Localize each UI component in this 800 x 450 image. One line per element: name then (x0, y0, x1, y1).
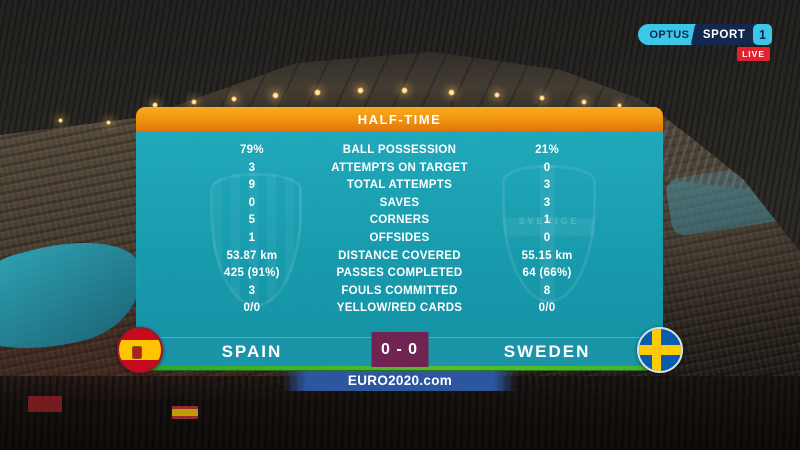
live-badge: LIVE (737, 47, 770, 61)
stat-row-fouls-committed: 3 FOULS COMMITTED 8 (136, 285, 663, 303)
stat-row-attempts-on-target: 3 ATTEMPTS ON TARGET 0 (136, 162, 663, 180)
halftime-stats-panel: HALF-TIME SVERIGE 79% BALL POSSESSION 21… (136, 107, 663, 367)
stadium-light (106, 120, 111, 125)
stat-away-value: 1 (543, 214, 551, 227)
stat-row-corners: 5 CORNERS 1 (136, 214, 663, 232)
stadium-light (494, 92, 500, 98)
channel-number-badge: 1 (753, 24, 772, 45)
optus-sport-logo: OPTUS SPORT 1 (638, 24, 772, 45)
away-team-name: SWEDEN (503, 342, 591, 361)
stat-row-yellow-red-cards: 0/0 YELLOW/RED CARDS 0/0 (136, 302, 663, 320)
stat-away-value: 0 (543, 231, 551, 244)
stat-away-value: 3 (543, 179, 551, 192)
stat-away-value: 21% (535, 144, 560, 156)
sponsor-led-board: EURO2020.com (283, 370, 517, 391)
team-score-bar: SPAIN 0 - 0 SWEDEN (136, 332, 663, 367)
stats-body: SVERIGE 79% BALL POSSESSION 21% 3 ATTEMP… (136, 131, 663, 337)
stat-away-value: 64 (66%) (522, 267, 572, 280)
stadium-light (401, 87, 408, 94)
sport-wordmark: SPORT (691, 24, 759, 45)
stadium-light (581, 99, 587, 105)
stat-row-saves: 0 SAVES 3 (136, 197, 663, 215)
stadium-light (357, 87, 364, 94)
stadium-light (272, 92, 279, 99)
stadium-light (314, 89, 321, 96)
stadium-light (231, 96, 237, 102)
score-value: 0 - 0 (371, 332, 428, 367)
stadium-light (448, 89, 455, 96)
stat-away-value: 0/0 (538, 302, 556, 315)
panel-title: HALF-TIME (136, 107, 663, 131)
spain-flag-badge (117, 327, 163, 373)
optus-wordmark: OPTUS (638, 24, 698, 45)
stadium-light (191, 99, 197, 105)
home-team-name: SPAIN (221, 342, 283, 361)
sweden-flag-badge (637, 327, 683, 373)
sweden-cross-horizontal (639, 345, 681, 355)
stat-row-offsides: 1 OFFSIDES 0 (136, 232, 663, 250)
stadium-light (58, 118, 63, 123)
spain-coat-of-arms (131, 345, 142, 359)
stat-away-value: 55.15 km (521, 249, 573, 262)
stat-row-total-attempts: 9 TOTAL ATTEMPTS 3 (136, 179, 663, 197)
crowd-banner-red (28, 396, 62, 412)
stat-away-value: 3 (543, 196, 551, 209)
crowd-banner-spain-flag (172, 406, 198, 419)
stat-row-distance-covered: 53.87 km DISTANCE COVERED 55.15 km (136, 250, 663, 268)
stat-away-value: 0 (543, 161, 551, 174)
stat-away-value: 8 (543, 284, 551, 297)
stat-row-ball-possession: 79% BALL POSSESSION 21% (136, 144, 663, 162)
stat-row-passes-completed: 425 (91%) PASSES COMPLETED 64 (66%) (136, 267, 663, 285)
stadium-light (539, 95, 545, 101)
